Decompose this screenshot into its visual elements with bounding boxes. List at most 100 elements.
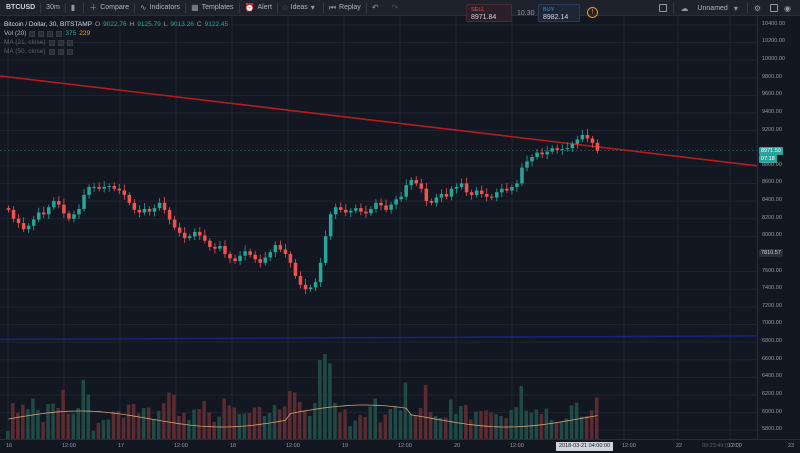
eye-icon[interactable] [48,48,55,55]
replay-button[interactable]: ⏮ Replay [324,0,366,16]
camera-icon[interactable]: ◉ [784,3,791,13]
open-label: O [95,21,101,28]
chart-legend: Bitcoin / Dollar, 30, BITSTAMP O 9022.76… [4,20,228,56]
volume-bar [484,410,488,439]
sell-button[interactable]: SELL 8971.84 [466,4,512,22]
candle-body [500,188,504,193]
volume-bar [504,418,508,439]
price-axis[interactable]: 8971.50 07:18 7810.57 10400.00 10200.00 10… [757,16,800,439]
time-axis-label: 16 [6,443,13,449]
countdown-tag: 07:18 [759,154,777,163]
settings-icon[interactable] [57,39,64,46]
volume-bar [554,422,559,439]
volume-bar [247,413,252,439]
price-axis-label: 9800.00 [762,73,782,80]
time-axis-label: 12:00 [622,443,636,449]
candle-body [389,204,393,210]
cloud-icon[interactable]: ☁ [680,3,689,13]
price-chart[interactable] [0,16,757,439]
volume-bar [423,385,428,439]
volume-bar [197,409,201,439]
volume-bar [388,409,393,439]
candle-body [218,246,222,249]
price-axis-label: 6000.00 [762,408,782,415]
time-axis[interactable]: 2018-03-21 04:00:00 09:23:49 (UTC) 16 12:… [0,439,800,453]
settings-icon[interactable] [38,30,45,37]
buy-label: BUY [543,7,555,13]
volume-bar [348,426,352,439]
spread-value: 10.30 [517,10,535,17]
close-icon[interactable] [66,48,73,55]
symbol-search[interactable]: BTCUSD [6,4,36,11]
compare-button[interactable]: ＋ Compare [84,0,134,16]
candle-body [208,240,212,247]
candle-body [21,223,26,230]
candle-body [273,245,278,253]
info-icon[interactable]: ! [587,7,598,18]
right-toolbar: ☁ Unnamed ▾ ⚙ ◉ [659,0,794,16]
candle-body [313,282,318,288]
templates-button[interactable]: ▦ Templates [186,0,238,16]
interval-button[interactable]: 30m [46,4,60,11]
time-axis-label: 19 [342,443,349,449]
eye-icon[interactable] [48,39,55,46]
volume-bar [101,420,106,439]
close-icon[interactable] [47,30,54,37]
volume-bar [41,422,45,439]
volume-bar [464,405,468,439]
toolbar-divider [134,2,135,13]
candle-body [479,190,484,195]
chevron-down-icon[interactable]: ▾ [733,3,738,13]
candle-body [6,208,11,210]
fullscreen-icon[interactable] [659,4,668,12]
volume-bar [192,409,196,439]
indicators-button[interactable]: ∿ Indicators [135,0,185,16]
chart-type-button[interactable]: ▮ [66,0,83,16]
volume-bar [71,413,75,439]
candle-body [349,210,353,213]
volume-bar [428,412,433,439]
volume-bar [21,404,25,439]
indicators-label: Indicators [149,4,181,11]
volume-bar [11,403,15,439]
lightbulb-icon: ◌ [282,3,288,12]
time-crosshair-label: 2018-03-21 04:00:00 [556,442,614,451]
volume-bar [96,423,101,439]
more-icon[interactable] [56,30,63,37]
redo-button[interactable]: ↷ [387,0,407,16]
candle-body [182,232,187,239]
time-axis-label: 12:00 [728,443,742,449]
legend-title: Bitcoin / Dollar, 30, BITSTAMP [4,21,93,28]
volume-bar [589,410,594,439]
layout-name[interactable]: Unnamed [697,4,728,12]
close-icon[interactable] [66,39,73,46]
volume-bar [303,411,307,439]
volume-bar [157,411,161,439]
candle-body [187,236,192,239]
settings-icon[interactable]: ⚙ [753,3,762,13]
price-axis-label: 6200.00 [762,390,782,397]
replay-label: Replay [339,4,361,11]
volume-bar [66,414,70,439]
eye-icon[interactable] [29,30,36,37]
buy-button[interactable]: BUY 8982.14 [538,4,580,22]
expand-icon[interactable] [770,4,779,12]
volume-bar [499,416,503,439]
candle-body [449,188,454,197]
settings-icon[interactable] [57,48,64,55]
top-toolbar: BTCUSD 30m ▮ ＋ Compare ∿ Indicators ▦ Templ… [0,0,800,16]
volume-bar [46,404,50,439]
volume-bar [26,409,30,439]
candle-body [424,188,429,202]
templates-icon: ▦ [191,3,199,12]
volume-bar [469,419,473,439]
volume-bar [16,412,20,439]
ideas-button[interactable]: ◌ Ideas ▾ [278,0,323,16]
volume-bar [31,398,35,439]
candle-body [530,157,534,162]
alert-button[interactable]: ⏰ Alert [240,0,277,16]
candle-body [333,207,338,215]
undo-button[interactable]: ↶ [367,0,387,16]
candle-body [127,194,132,203]
candle-body [117,188,122,191]
